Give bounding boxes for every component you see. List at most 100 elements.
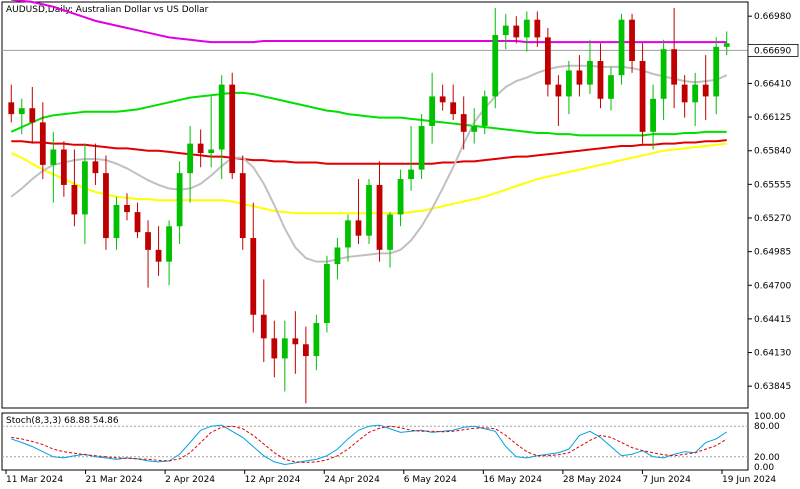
candle-body [460,114,467,132]
price-tick-label: 0.64985 [754,248,791,258]
candle-body [103,173,109,239]
candle-body [355,220,362,236]
stoch-tick-label: 0.00 [754,463,774,473]
candle-body [134,212,141,233]
candle-body [113,205,120,239]
candle-body [260,314,267,339]
moving-average-line [11,139,727,165]
date-tick-label: 7 Jun 2024 [642,475,691,485]
date-tick-label: 28 May 2024 [563,475,622,485]
price-tick-label: 0.65270 [754,214,791,224]
date-tick-label: 24 Apr 2024 [324,475,380,485]
indicator-pane-frame [1,412,749,471]
candle-body [82,161,88,215]
candle-body [681,84,688,103]
candle-body [650,98,656,132]
current-price-tag [747,43,799,57]
candle-body [376,184,383,250]
candle-body [281,338,288,359]
stoch-main-line [11,424,728,465]
date-tick-label: 16 May 2024 [483,475,542,485]
chart-header: AUDUSD,Daily: Australian Dollar vs US Do… [6,5,209,15]
price-tick-label: 0.65840 [754,147,791,157]
candle-body [408,169,414,180]
stoch-tick-label: 80.00 [754,422,780,432]
candle-body [450,102,457,115]
candle-body [418,125,425,170]
candle-body [502,25,509,36]
candle-body [313,323,320,357]
main-pane-frame [1,1,749,409]
candle-body [334,247,341,265]
candle-body [576,70,583,85]
candle-body [723,43,730,47]
candle-body [218,84,225,150]
candle-body [50,149,57,165]
date-tick-label: 2 Apr 2024 [165,475,215,485]
candle-body [544,37,551,85]
candle-body [155,249,162,262]
price-tick-label: 0.64700 [754,281,791,291]
candle-body [8,102,15,115]
candle-body [39,122,46,165]
candle-body [566,70,572,97]
stoch-signal-line [11,425,728,463]
candle-body [597,61,604,99]
candle-body [481,96,488,126]
candle-body [366,184,372,236]
candle-body [187,143,194,174]
moving-average-line [10,91,727,137]
candle-body [239,173,246,239]
candle-body [92,161,99,174]
price-tick-label: 0.64130 [754,349,791,359]
candle-body [60,149,67,185]
stoch-tick-label: 100.00 [754,412,786,422]
candle-body [702,84,709,97]
candle-body [166,226,172,262]
price-tick-label: 0.66980 [754,12,791,22]
candle-body [608,75,614,99]
price-tick-label: 0.63845 [754,382,791,392]
candle-body [555,84,562,97]
stoch-tick-label: 20.00 [754,453,780,463]
moving-average-line [11,0,727,44]
date-tick-label: 6 May 2024 [404,475,457,485]
candle-body [671,49,678,85]
candle-body [71,184,78,215]
date-tick-label: 11 Mar 2024 [6,475,63,485]
price-tick-label: 0.66410 [754,79,791,89]
stoch-label: Stoch(8,3,3) 68.88 54.86 [6,416,119,426]
candle-body [660,49,667,99]
current-price-label: 0.66690 [754,46,791,56]
candle-body [250,238,257,315]
candle-body [229,84,236,174]
candle-body [492,35,499,97]
date-tick-label: 12 Apr 2024 [245,475,301,485]
candle-body [429,96,436,126]
candle-body [639,61,646,132]
price-tick-label: 0.65555 [754,180,791,190]
candle-body [513,25,520,38]
candle-body [471,125,478,132]
candle-body [523,19,530,38]
candle-body [197,143,204,154]
candle-body [176,173,183,227]
candle-body [324,264,330,324]
candle-body [713,46,720,97]
candle-body [271,338,278,359]
candle-body [439,96,446,103]
candle-body [629,19,635,62]
candle-body [124,205,130,213]
date-tick-label: 21 Mar 2024 [86,475,143,485]
candle-body [618,19,625,76]
candle-body [387,214,393,250]
candle-body [145,232,151,250]
candle-body [18,108,25,115]
candle-body [534,19,541,38]
date-tick-label: 19 Jun 2024 [722,475,776,485]
price-tick-label: 0.66125 [754,113,791,123]
moving-average-line [10,64,728,263]
price-tick-label: 0.64415 [754,315,791,325]
